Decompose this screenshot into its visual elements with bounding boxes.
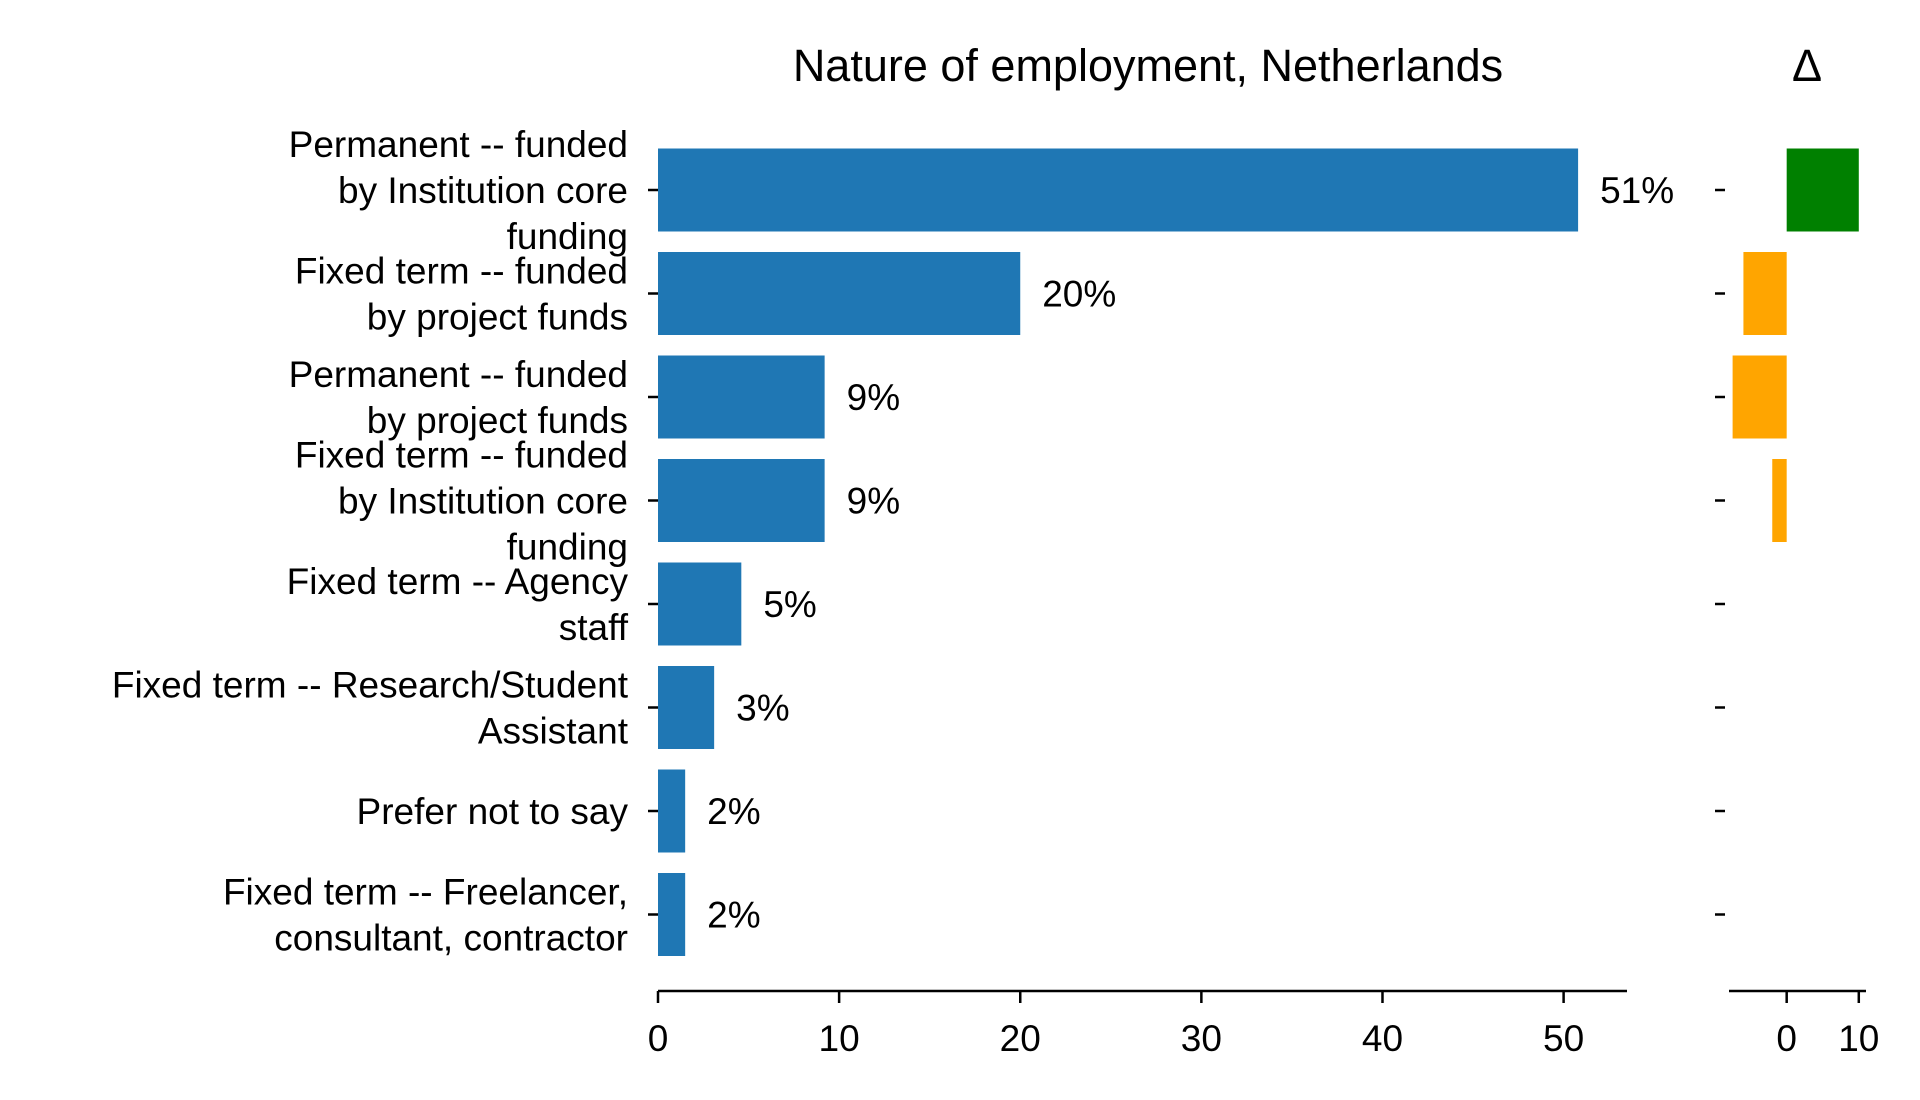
- category-label: Fixed term -- funded by Institution core f…: [295, 435, 628, 568]
- bar-value-label: 2%: [707, 895, 760, 936]
- delta-plot-area: 0 10: [1715, 148, 1879, 1059]
- main-bar: [658, 562, 742, 646]
- category-label-line: funding: [507, 527, 628, 568]
- main-plot-area: 51% Permanent -- funded by Institution cor…: [112, 124, 1674, 1059]
- delta-bar: [1732, 355, 1787, 439]
- category-label-line: Permanent -- funded: [289, 124, 628, 165]
- category-label: Fixed term -- Research/Student Assistant: [112, 665, 629, 752]
- main-bar: [658, 769, 686, 853]
- category-label-line: by project funds: [367, 400, 628, 441]
- main-bar: [658, 666, 715, 749]
- category-label-line: Permanent -- funded: [289, 354, 628, 395]
- main-bar: [658, 459, 825, 542]
- category-label-line: Prefer not to say: [357, 791, 629, 832]
- category-label: Fixed term -- Freelancer, consultant, con…: [223, 872, 628, 959]
- category-label: Fixed term -- funded by project funds: [295, 251, 628, 338]
- bar-value-label: 20%: [1042, 274, 1116, 315]
- category-label-line: Fixed term -- Research/Student: [112, 665, 629, 706]
- category-label: Permanent -- funded by Institution core fu…: [289, 124, 628, 257]
- category-label-line: Fixed term -- funded: [295, 251, 628, 292]
- bar-value-label: 2%: [707, 791, 760, 832]
- delta-chart-title: Δ: [1792, 40, 1822, 91]
- category-label: Fixed term -- Agency staff: [287, 561, 629, 648]
- delta-x-tick-label: 10: [1838, 1018, 1879, 1059]
- main-chart-title: Nature of employment, Netherlands: [793, 40, 1503, 91]
- bar-value-label: 5%: [763, 584, 816, 625]
- category-label-line: by Institution core: [338, 170, 628, 211]
- main-bar: [658, 355, 825, 439]
- category-label-line: funding: [507, 216, 628, 257]
- bar-value-label: 9%: [847, 481, 900, 522]
- bar-value-label: 9%: [847, 377, 900, 418]
- category-label-line: staff: [559, 607, 629, 648]
- x-tick-label: 40: [1362, 1018, 1403, 1059]
- x-tick-label: 0: [648, 1018, 669, 1059]
- category-label: Prefer not to say: [357, 791, 629, 832]
- x-tick-label: 50: [1543, 1018, 1584, 1059]
- category-label-line: Fixed term -- funded: [295, 435, 628, 476]
- category-label-line: Fixed term -- Agency: [287, 561, 629, 602]
- main-bar: [658, 148, 1579, 232]
- delta-bar: [1786, 148, 1859, 232]
- x-tick-label: 30: [1181, 1018, 1222, 1059]
- category-label-line: by Institution core: [338, 481, 628, 522]
- category-label-line: Assistant: [478, 711, 629, 752]
- main-bar: [658, 252, 1021, 335]
- delta-x-tick-label: 0: [1776, 1018, 1797, 1059]
- category-label-line: consultant, contractor: [274, 918, 628, 959]
- x-tick-label: 20: [1000, 1018, 1041, 1059]
- delta-bar: [1772, 459, 1787, 542]
- main-bar: [658, 873, 686, 956]
- bar-value-label: 3%: [736, 688, 789, 729]
- category-label-line: by project funds: [367, 297, 628, 338]
- x-tick-label: 10: [819, 1018, 860, 1059]
- category-label: Permanent -- funded by project funds: [289, 354, 628, 441]
- delta-bar: [1743, 252, 1787, 335]
- category-label-line: Fixed term -- Freelancer,: [223, 872, 628, 913]
- bar-value-label: 51%: [1600, 170, 1674, 211]
